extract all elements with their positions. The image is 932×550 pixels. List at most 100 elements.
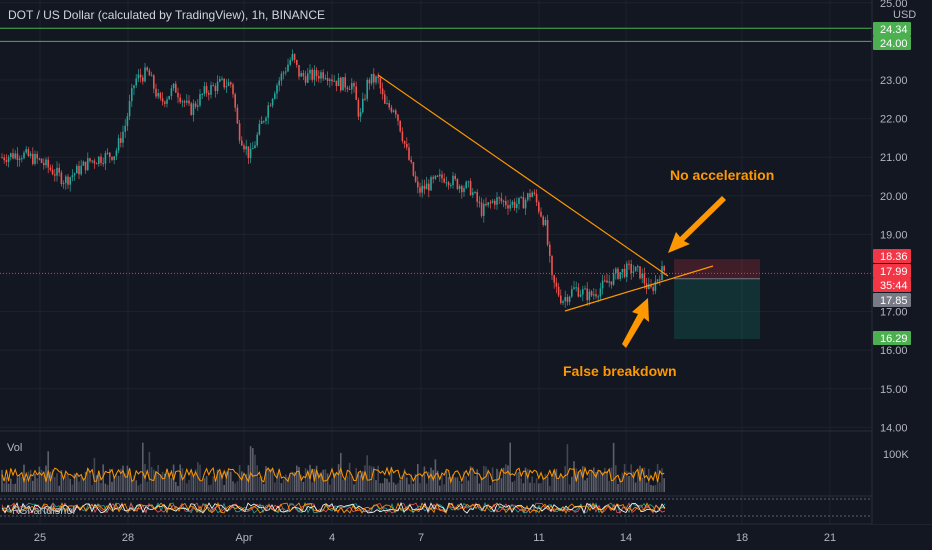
y-tick-label: 16.00 [880, 345, 908, 357]
volume-bar [307, 471, 309, 492]
volume-bar [645, 482, 648, 492]
volume-bar [441, 475, 443, 492]
volume-bar [190, 469, 192, 492]
candle-body [568, 296, 571, 302]
x-tick-label: 7 [418, 532, 424, 544]
volume-bar [199, 464, 201, 492]
position-target-zone[interactable] [674, 278, 760, 340]
candle-body [472, 192, 474, 196]
volume-bar [146, 481, 148, 492]
volume-bar [661, 468, 663, 492]
candle-body [480, 202, 483, 216]
volume-bar [249, 446, 252, 492]
candle-body [573, 287, 575, 290]
candle-body [331, 79, 333, 82]
candle-body [298, 64, 300, 77]
volume-bar [280, 483, 283, 492]
candle-body [348, 89, 351, 91]
candle-body [194, 103, 197, 107]
candle-body [650, 284, 652, 288]
candle-body [265, 117, 267, 122]
volume-bar [260, 476, 263, 492]
candle-body [351, 82, 353, 90]
candle-body [230, 82, 232, 85]
candle-body [551, 255, 553, 276]
candle-body [315, 69, 318, 76]
candle-body [575, 287, 577, 289]
candle-body [641, 273, 643, 279]
candle-body [531, 192, 533, 198]
volume-bar [89, 471, 91, 492]
candle-body [126, 116, 129, 126]
volume-bar [166, 470, 168, 492]
volume-bar [51, 469, 54, 492]
candle-body [412, 162, 415, 176]
candle-body [293, 54, 296, 61]
volume-bar [102, 464, 104, 492]
candle-body [258, 123, 261, 135]
price-tag-label: 35:44 [880, 280, 908, 292]
candle-body [458, 186, 461, 189]
volume-bar [568, 484, 571, 492]
volume-bar [120, 468, 122, 492]
candle-body [133, 85, 135, 89]
candle-body [648, 284, 650, 289]
trendlines[interactable] [377, 74, 714, 312]
volume-bar [577, 471, 580, 492]
price-tag [873, 278, 911, 292]
candle-body [463, 188, 465, 193]
volume-bar [269, 469, 272, 492]
candle-body [21, 158, 23, 160]
volume-bar [80, 476, 82, 492]
trendline-resistance[interactable] [377, 74, 669, 277]
candle-body [208, 92, 210, 95]
volume-bar [555, 469, 558, 492]
candle-body [500, 198, 503, 202]
volume-bar [505, 464, 507, 492]
candle-body [379, 78, 382, 89]
candle-body [278, 80, 280, 86]
x-tick-label: 11 [533, 532, 544, 544]
rsi-label: RSI artdishel [12, 505, 75, 517]
candle-body [516, 203, 518, 208]
volume-bar [56, 473, 58, 492]
position-box[interactable] [674, 259, 760, 340]
trendline-support[interactable] [564, 265, 714, 312]
volume-bar [458, 480, 461, 492]
candle-body [7, 156, 10, 162]
candle-body [562, 301, 564, 304]
candle-body [342, 77, 344, 91]
volume-bar [549, 485, 551, 492]
arrow-no-acceleration [668, 196, 726, 253]
volume-bar [331, 478, 333, 492]
candle-body [201, 94, 203, 96]
arrow-false-breakdown [622, 298, 649, 348]
volume-bar [410, 474, 412, 492]
candle-body [505, 200, 507, 206]
volume-bar [14, 483, 16, 492]
position-stop-zone[interactable] [674, 259, 760, 279]
candle-body [170, 88, 173, 96]
candle-body [324, 78, 327, 80]
volume-bar [606, 471, 608, 492]
candle-body [414, 175, 417, 182]
candle-body [487, 202, 489, 206]
volume-bar [25, 478, 27, 492]
volume-bar [443, 484, 445, 492]
candle-body [95, 163, 98, 165]
horizontal-levels[interactable] [0, 27, 872, 274]
volume-bar [472, 467, 474, 492]
candle-body [111, 156, 113, 160]
x-tick-label: 21 [824, 532, 836, 544]
volume-bar [353, 484, 355, 492]
volume-bar [428, 471, 430, 492]
volume-bar [214, 479, 217, 492]
candle-body [153, 75, 155, 89]
candle-body [355, 86, 357, 100]
candle-body [540, 211, 542, 217]
candle-body [425, 183, 428, 190]
currency-label[interactable]: USD [893, 9, 916, 21]
x-axis-ticks: 25 28 Apr 4 7 11 14 18 21 [34, 532, 836, 544]
price-tag [873, 293, 911, 307]
candle-body [157, 93, 159, 97]
